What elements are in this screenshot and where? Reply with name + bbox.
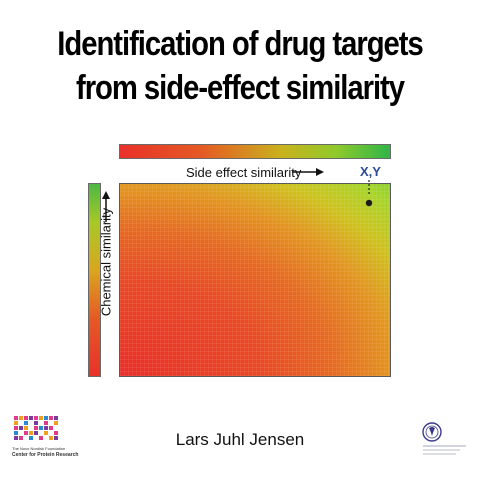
side-effect-color-scale <box>119 144 391 159</box>
author-name: Lars Juhl Jensen <box>175 430 305 449</box>
cpr-caption-line-2: Center for Protein Research <box>12 452 79 458</box>
university-seal-icon <box>422 422 466 455</box>
slide-title-line-2: from side-effect similarity <box>75 69 405 107</box>
x-axis-label: Side effect similarity <box>186 165 302 180</box>
chemical-color-scale <box>88 183 101 377</box>
cpr-logo-icon <box>14 416 58 440</box>
similarity-heatmap <box>119 183 391 377</box>
y-axis-label: Chemical similarity <box>98 207 114 317</box>
slide-title-line-1: Identification of drug targets <box>57 25 423 63</box>
point-label: X,Y <box>360 164 381 179</box>
cpr-caption-line-1: The Novo Nordisk Foundation <box>12 446 66 451</box>
